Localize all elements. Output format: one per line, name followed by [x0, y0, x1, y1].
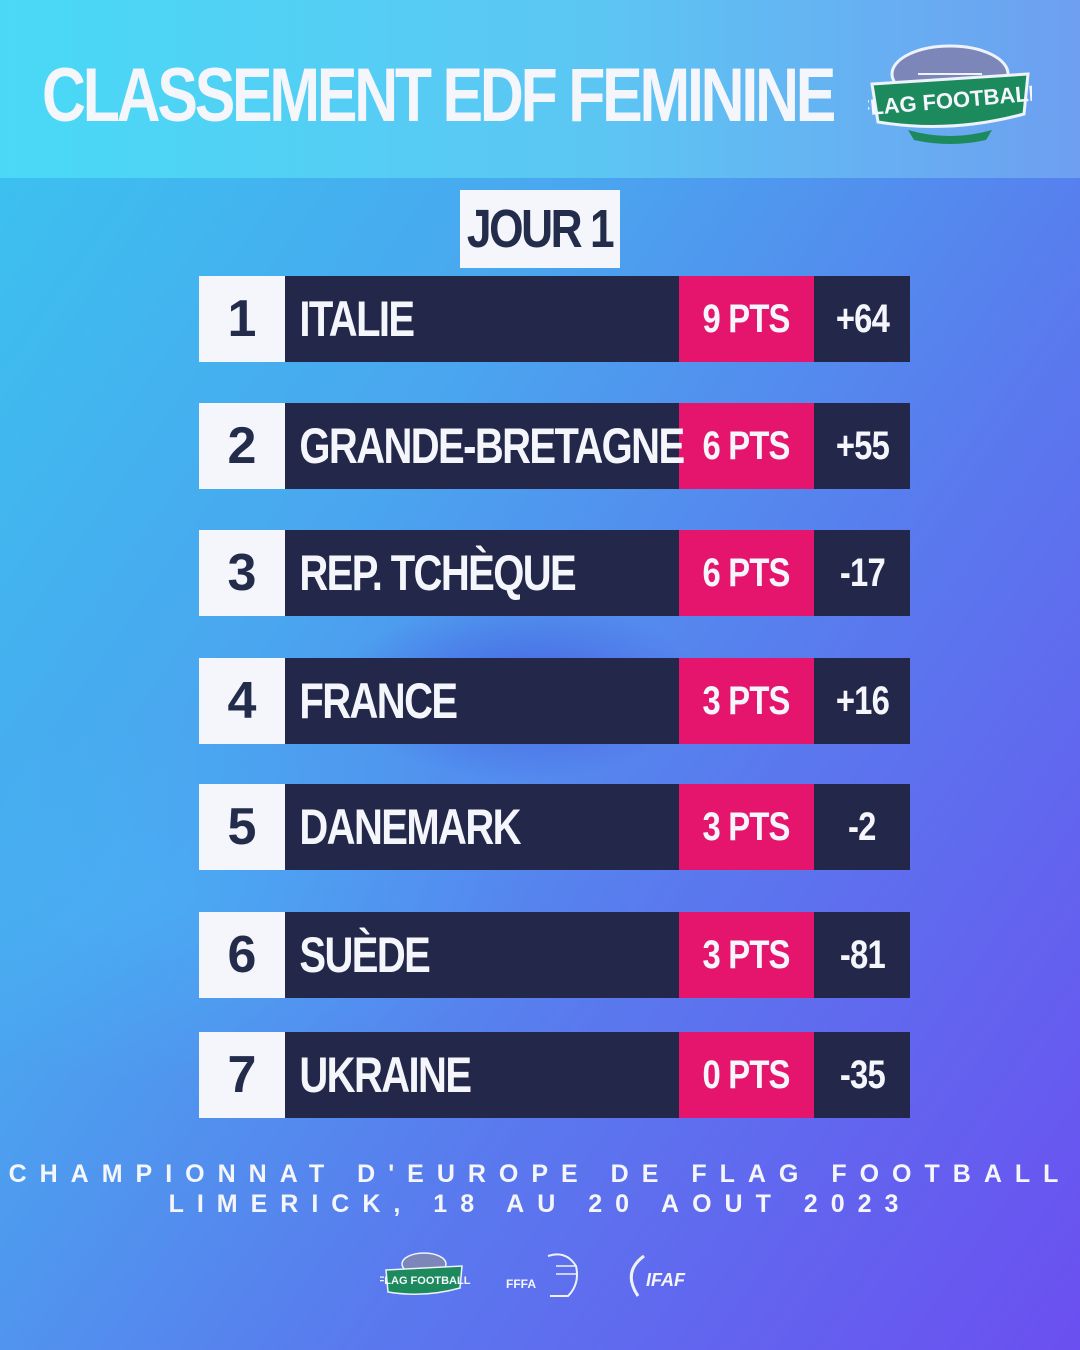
- event-location-dates: LIMERICK, 18 AU 20 AOUT 2023: [168, 1190, 912, 1218]
- diff-cell: -35: [814, 1032, 910, 1118]
- flag-football-small-logo: FLAG FOOTBALL: [380, 1252, 471, 1295]
- points-value: 3 PTS: [702, 932, 791, 977]
- team-name: SUÈDE: [299, 927, 430, 983]
- rank-cell: 2: [199, 403, 285, 489]
- team-name: FRANCE: [299, 673, 458, 729]
- ifaf-logo: IFAF: [629, 1254, 686, 1297]
- championship-name: CHAMPIONNAT D'EUROPE DE FLAG FOOTBALL: [8, 1160, 1072, 1188]
- diff-value: -2: [848, 804, 876, 849]
- flag-football-logo: FLAG FOOTBALL: [868, 44, 1032, 144]
- table-row: 4 FRANCE 3 PTS +16: [199, 658, 910, 744]
- diff-value: +16: [835, 678, 889, 723]
- diff-cell: -17: [814, 530, 910, 616]
- rank-cell: 7: [199, 1032, 285, 1118]
- diff-value: -81: [839, 932, 886, 977]
- table-row: 6 SUÈDE 3 PTS -81: [199, 912, 910, 998]
- rank-cell: 3: [199, 530, 285, 616]
- team-name: DANEMARK: [299, 799, 521, 855]
- points-value: 6 PTS: [702, 423, 791, 468]
- points-value: 3 PTS: [702, 678, 791, 723]
- day-label-box: JOUR 1: [460, 190, 620, 268]
- rank-cell: 6: [199, 912, 285, 998]
- diff-cell: +64: [814, 276, 910, 362]
- team-name: REP. TCHÈQUE: [299, 545, 576, 601]
- day-label: JOUR 1: [467, 199, 615, 259]
- team-cell: GRANDE-BRETAGNE: [285, 403, 685, 489]
- points-value: 6 PTS: [702, 550, 791, 595]
- table-row: 1 ITALIE 9 PTS +64: [199, 276, 910, 362]
- ifaf-text: IFAF: [646, 1270, 686, 1290]
- team-cell: ITALIE: [285, 276, 679, 362]
- team-name: GRANDE-BRETAGNE: [299, 418, 685, 474]
- points-cell: 3 PTS: [679, 658, 814, 744]
- points-cell: 6 PTS: [679, 530, 814, 616]
- rank-cell: 1: [199, 276, 285, 362]
- sponsor-logos: FLAG FOOTBALL FFFA IFAF: [380, 1252, 686, 1297]
- fffa-text: FFFA: [506, 1277, 536, 1291]
- diff-cell: -2: [814, 784, 910, 870]
- team-name: UKRAINE: [299, 1047, 472, 1103]
- points-value: 3 PTS: [702, 804, 791, 849]
- diff-cell: +16: [814, 658, 910, 744]
- team-cell: DANEMARK: [285, 784, 679, 870]
- table-row: 5 DANEMARK 3 PTS -2: [199, 784, 910, 870]
- page-title: CLASSEMENT EDF FEMININE: [42, 53, 836, 138]
- points-cell: 6 PTS: [679, 403, 814, 489]
- team-name: ITALIE: [299, 291, 415, 347]
- diff-value: -17: [839, 550, 886, 595]
- table-row: 3 REP. TCHÈQUE 6 PTS -17: [199, 530, 910, 616]
- points-value: 9 PTS: [702, 296, 791, 341]
- diff-value: +55: [835, 423, 889, 468]
- points-cell: 9 PTS: [679, 276, 814, 362]
- team-cell: REP. TCHÈQUE: [285, 530, 679, 616]
- team-cell: SUÈDE: [285, 912, 679, 998]
- rank-cell: 5: [199, 784, 285, 870]
- diff-cell: -81: [814, 912, 910, 998]
- points-cell: 0 PTS: [679, 1032, 814, 1118]
- flag-football-small-text: FLAG FOOTBALL: [380, 1275, 471, 1287]
- table-row: 2 GRANDE-BRETAGNE 6 PTS +55: [199, 403, 910, 489]
- points-cell: 3 PTS: [679, 912, 814, 998]
- diff-value: +64: [835, 296, 889, 341]
- fffa-logo: FFFA: [506, 1253, 578, 1297]
- diff-value: -35: [839, 1052, 886, 1097]
- team-cell: UKRAINE: [285, 1032, 679, 1118]
- diff-cell: +55: [814, 403, 910, 489]
- table-row: 7 UKRAINE 0 PTS -35: [199, 1032, 910, 1118]
- header-band: CLASSEMENT EDF FEMININE FLAG FOOTBALL: [0, 0, 1080, 178]
- points-cell: 3 PTS: [679, 784, 814, 870]
- rank-cell: 4: [199, 658, 285, 744]
- points-value: 0 PTS: [702, 1052, 791, 1097]
- team-cell: FRANCE: [285, 658, 679, 744]
